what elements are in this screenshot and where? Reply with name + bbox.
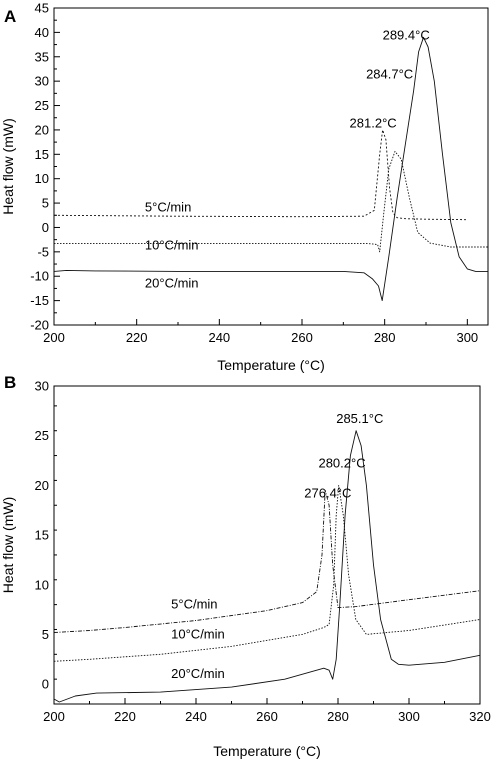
annotation-label: 5°C/min	[171, 597, 217, 612]
y-tick-label: 30	[35, 74, 49, 89]
x-tick-label: 320	[469, 709, 491, 724]
panel-letter: A	[4, 7, 16, 26]
annotation-label: 281.2°C	[350, 115, 397, 130]
chart-panel-a: A 200 220 240 260 280 300 -20 -15 -10 -5 0 5 10 15 20 25…	[0, 1, 489, 373]
series-line-1	[54, 489, 480, 633]
annotation-label: 284.7°C	[366, 67, 413, 82]
y-tick-label: 10	[35, 171, 49, 186]
y-tick-label: 10	[35, 577, 49, 592]
y-tick-label: -20	[30, 318, 49, 333]
y-tick-label: 30	[35, 379, 49, 394]
annotation-label: 20°C/min	[145, 275, 199, 290]
series-line-2	[54, 150, 488, 253]
annotation-label: 20°C/min	[171, 666, 225, 681]
x-tick-label: 280	[327, 709, 349, 724]
plot-frame	[53, 7, 489, 326]
y-tick-label: 20	[35, 478, 49, 493]
y-tick-label: 0	[42, 220, 49, 235]
annotation-label: 280.2°C	[318, 455, 365, 470]
y-tick-label: -5	[37, 244, 49, 259]
y-tick-label: 15	[35, 147, 49, 162]
x-axis-label: Temperature (°C)	[213, 743, 321, 759]
y-tick-label: 0	[42, 677, 49, 692]
y-tick-label: -15	[30, 293, 49, 308]
x-tick-label: 220	[114, 709, 136, 724]
annotation-label: 289.4°C	[383, 28, 430, 43]
annotation-label: 10°C/min	[171, 626, 225, 641]
y-tick-label: 5	[42, 196, 49, 211]
y-axis-label: Heat flow (mW)	[0, 497, 16, 593]
x-tick-label: 200	[43, 709, 65, 724]
annotation-label: 276.4°C	[304, 485, 351, 500]
annotation-label: 5°C/min	[145, 199, 191, 214]
x-tick-label: 220	[126, 330, 148, 345]
x-axis-label: Temperature (°C)	[217, 357, 325, 373]
y-tick-label: 5	[42, 627, 49, 642]
x-tick-label: 240	[185, 709, 207, 724]
x-tick-label: 300	[456, 330, 478, 345]
y-tick-label: 45	[35, 1, 49, 16]
x-tick-label: 240	[208, 330, 230, 345]
x-tick-label: 260	[291, 330, 313, 345]
annotation-label: 285.1°C	[336, 411, 383, 426]
series-line-3	[54, 430, 480, 703]
y-tick-label: 20	[35, 122, 49, 137]
plot-frame	[53, 385, 481, 705]
annotation-label: 10°C/min	[145, 237, 199, 252]
y-tick-label: 15	[35, 528, 49, 543]
y-axis-label: Heat flow (mW)	[0, 118, 16, 214]
series-line-3	[54, 36, 488, 302]
y-tick-label: 35	[35, 49, 49, 64]
y-tick-label: 25	[35, 428, 49, 443]
panel-letter: B	[4, 373, 16, 392]
x-tick-label: 300	[398, 709, 420, 724]
x-tick-label: 200	[43, 330, 65, 345]
series-line-2	[54, 484, 480, 662]
x-tick-label: 260	[256, 709, 278, 724]
y-tick-label: -10	[30, 269, 49, 284]
x-tick-label: 280	[374, 330, 396, 345]
y-tick-label: 25	[35, 98, 49, 113]
chart-panel-b: B 200 220 240 260 280 300 320 0 5 10 15 20 25 30 Temper…	[0, 373, 491, 759]
y-tick-label: 40	[35, 25, 49, 40]
